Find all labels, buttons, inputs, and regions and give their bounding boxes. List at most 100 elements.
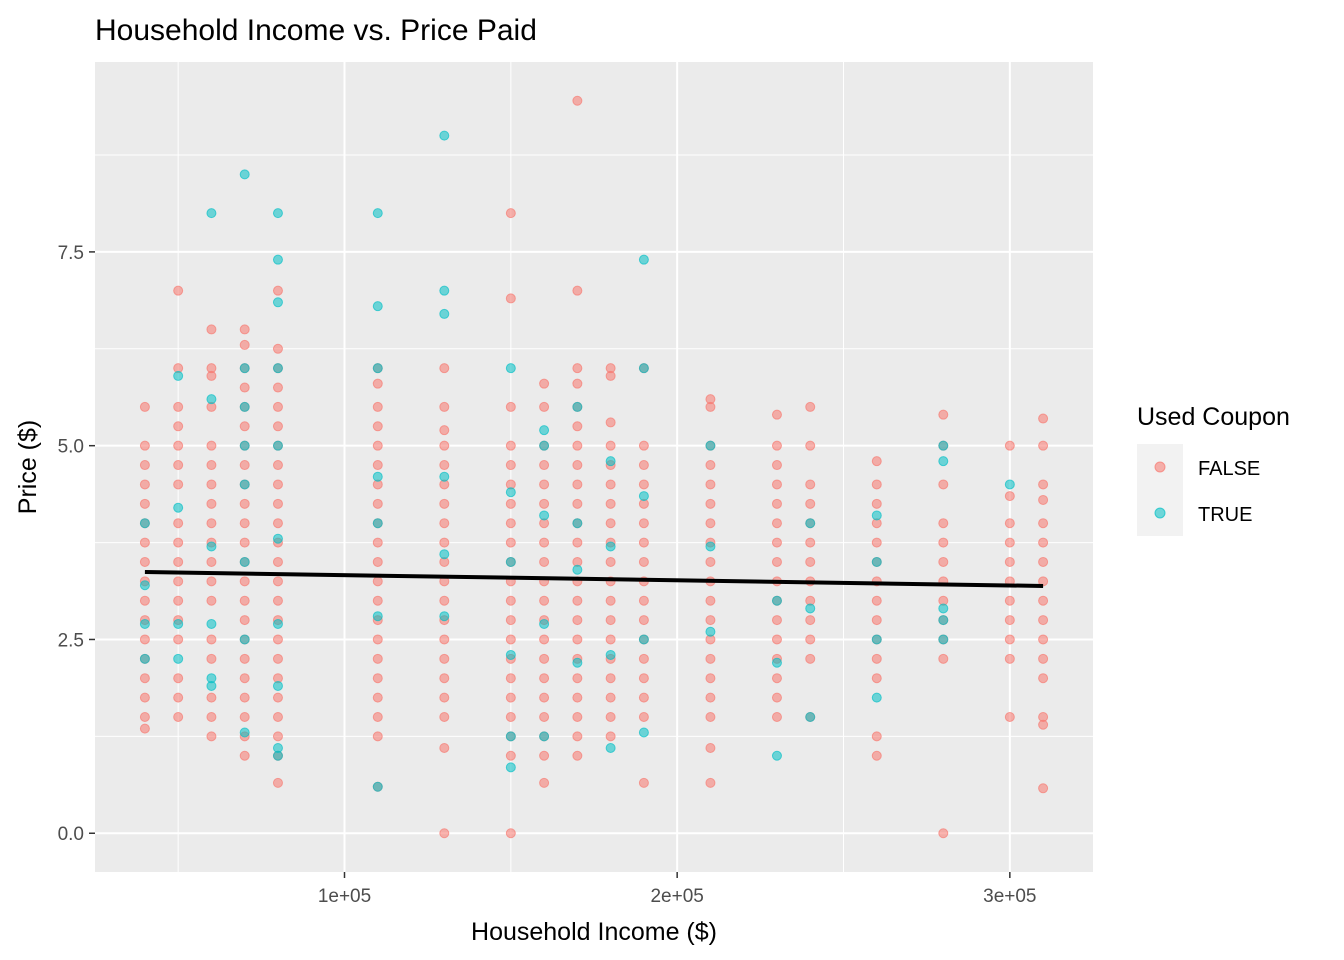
point-false xyxy=(505,537,516,548)
point-false xyxy=(1038,413,1049,424)
point-true xyxy=(771,595,782,606)
point-false xyxy=(239,498,250,509)
point-false xyxy=(372,378,383,389)
point-false xyxy=(771,460,782,471)
point-false xyxy=(705,742,716,753)
legend-title: Used Coupon xyxy=(1137,403,1290,431)
point-true xyxy=(439,130,450,141)
point-true xyxy=(638,254,649,265)
point-false xyxy=(372,673,383,684)
point-false xyxy=(272,460,283,471)
point-false xyxy=(1004,634,1015,645)
point-false xyxy=(771,440,782,451)
point-false xyxy=(771,556,782,567)
point-false xyxy=(372,421,383,432)
point-false xyxy=(705,653,716,664)
point-true xyxy=(372,518,383,529)
point-false xyxy=(605,711,616,722)
point-false xyxy=(372,692,383,703)
point-true xyxy=(771,750,782,761)
point-false xyxy=(206,634,217,645)
point-false xyxy=(1038,479,1049,490)
y-tick-label: 0.0 xyxy=(58,824,84,845)
point-false xyxy=(539,711,550,722)
point-false xyxy=(871,653,882,664)
point-false xyxy=(938,518,949,529)
point-false xyxy=(771,537,782,548)
point-false xyxy=(871,673,882,684)
point-false xyxy=(638,460,649,471)
point-false xyxy=(272,711,283,722)
point-true xyxy=(572,657,583,668)
point-false xyxy=(173,673,184,684)
point-true xyxy=(539,510,550,521)
point-false xyxy=(572,711,583,722)
point-false xyxy=(638,777,649,788)
point-true xyxy=(705,626,716,637)
point-false xyxy=(139,401,150,412)
point-true xyxy=(272,254,283,265)
point-true xyxy=(938,634,949,645)
point-false xyxy=(439,828,450,839)
point-false xyxy=(605,518,616,529)
point-false xyxy=(871,479,882,490)
point-false xyxy=(705,673,716,684)
chart-title: Household Income vs. Price Paid xyxy=(95,14,537,47)
point-false xyxy=(938,537,949,548)
point-false xyxy=(871,750,882,761)
point-false xyxy=(605,634,616,645)
point-false xyxy=(1038,595,1049,606)
point-false xyxy=(206,324,217,335)
point-true xyxy=(372,781,383,792)
point-false xyxy=(539,595,550,606)
point-true xyxy=(638,363,649,374)
point-false xyxy=(206,479,217,490)
point-false xyxy=(605,556,616,567)
point-false xyxy=(938,479,949,490)
point-false xyxy=(539,401,550,412)
point-false xyxy=(705,595,716,606)
point-false xyxy=(239,421,250,432)
point-true xyxy=(938,615,949,626)
point-true xyxy=(372,611,383,622)
point-true xyxy=(705,440,716,451)
point-false xyxy=(1004,615,1015,626)
point-false xyxy=(173,460,184,471)
point-false xyxy=(372,498,383,509)
point-true xyxy=(439,549,450,560)
point-true xyxy=(173,653,184,664)
point-false xyxy=(439,537,450,548)
point-false xyxy=(139,440,150,451)
point-false xyxy=(272,382,283,393)
point-false xyxy=(605,417,616,428)
point-false xyxy=(539,692,550,703)
point-true xyxy=(539,440,550,451)
plot-panel xyxy=(95,62,1093,872)
point-false xyxy=(638,479,649,490)
point-false xyxy=(239,339,250,350)
point-true xyxy=(272,297,283,308)
point-false xyxy=(605,479,616,490)
point-true xyxy=(605,541,616,552)
point-false xyxy=(272,731,283,742)
point-false xyxy=(272,498,283,509)
point-false xyxy=(638,556,649,567)
point-false xyxy=(505,692,516,703)
x-tick-label: 2e+05 xyxy=(650,886,703,907)
point-true xyxy=(572,401,583,412)
point-false xyxy=(572,750,583,761)
point-false xyxy=(572,731,583,742)
point-false xyxy=(206,440,217,451)
point-false xyxy=(139,692,150,703)
point-false xyxy=(206,460,217,471)
point-false xyxy=(439,440,450,451)
point-false xyxy=(272,692,283,703)
point-false xyxy=(139,723,150,734)
data-points xyxy=(139,95,1049,839)
point-true xyxy=(239,440,250,451)
point-false xyxy=(372,460,383,471)
point-false xyxy=(505,460,516,471)
point-false xyxy=(1004,518,1015,529)
point-true xyxy=(871,510,882,521)
